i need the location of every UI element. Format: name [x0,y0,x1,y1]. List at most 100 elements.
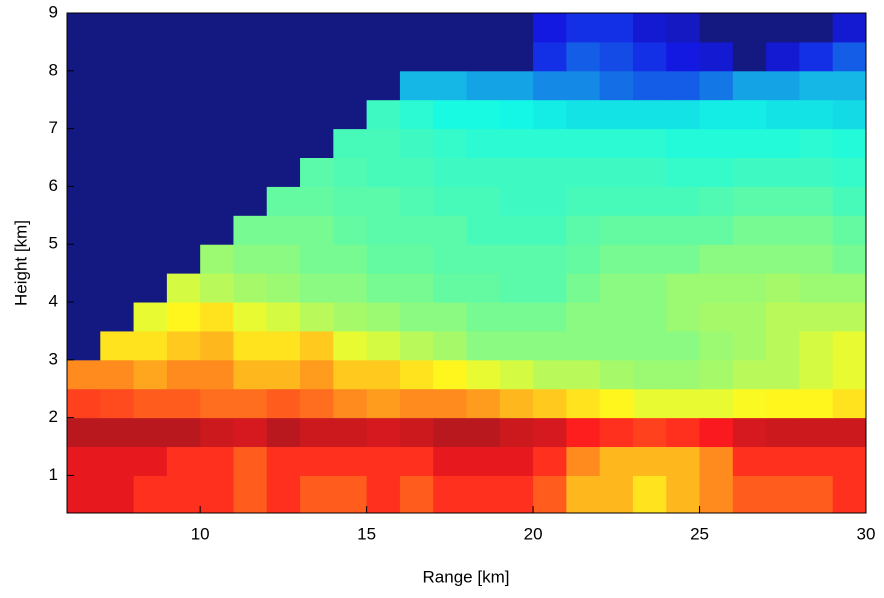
y-axis-label: Height [km] [11,220,30,306]
heatmap-cell [233,244,268,274]
heatmap-cell [566,417,601,448]
heatmap-cell [732,388,767,419]
heatmap-cell [832,186,867,216]
heatmap-cell [233,128,268,159]
heatmap-cell [100,446,135,476]
heatmap-cell [233,99,268,130]
heatmap-cell [799,330,834,361]
heatmap-cell [499,330,534,361]
heatmap-cell [799,475,834,514]
heatmap-cell [632,99,667,130]
heatmap-cell [766,330,800,361]
heatmap-cell [766,128,800,159]
heatmap-cell [499,244,534,274]
heatmap-cell [100,302,135,332]
heatmap-cell [300,70,334,101]
heatmap-cell [67,186,101,216]
heatmap-cell [533,70,567,101]
heatmap-cell [266,417,301,448]
heatmap-cell [366,13,401,43]
heatmap-cell [433,388,467,419]
heatmap-cell [67,41,101,72]
heatmap-cell [566,475,601,514]
heatmap-cell [233,41,268,72]
heatmap-cell [533,359,567,390]
heatmap-cell [766,446,800,476]
heatmap-cell [366,359,401,390]
heatmap-cell [766,475,800,514]
heatmap-cell [100,41,135,72]
heatmap-cell [832,446,867,476]
heatmap-cell [100,70,135,101]
heatmap-cell [67,388,101,419]
heatmap-cell [100,417,135,448]
heatmap-cell [832,13,867,43]
heatmap-cell [466,13,501,43]
heatmap-cell [599,475,634,514]
heatmap-cell [466,388,501,419]
heatmap-cell [666,302,701,332]
heatmap-cell [566,244,601,274]
heatmap-cell [266,128,301,159]
heatmap-cell [300,446,334,476]
heatmap-cell [266,41,301,72]
heatmap-cell [366,70,401,101]
heatmap-cell [566,273,601,303]
heatmap-cell [766,186,800,216]
heatmap-cell [566,446,601,476]
heatmap-cell [499,446,534,476]
heatmap-cell [699,13,734,43]
heatmap-cell [100,128,135,159]
heatmap-cell [67,244,101,274]
heatmap-cell [566,70,601,101]
heatmap-cell [666,99,701,130]
heatmap-cell [200,70,234,101]
heatmap-cell [100,330,135,361]
heatmap-cell [699,41,734,72]
heatmap-cell [266,186,301,216]
heatmap-cell [133,273,168,303]
heatmap-cell [133,128,168,159]
heatmap-cell [266,13,301,43]
heatmap-cell [233,388,268,419]
heatmap-cell [832,273,867,303]
heatmap-cell [832,128,867,159]
heatmap-cell [200,13,234,43]
x-tick-label: 30 [857,524,876,543]
heatmap-cell [499,273,534,303]
heatmap-cell [166,186,201,216]
heatmap-cell [133,41,168,72]
heatmap-cell [799,13,834,43]
heatmap-cell [566,99,601,130]
heatmap-cell [533,417,567,448]
heatmap-cell [666,330,701,361]
heatmap-cell [399,186,434,216]
heatmap-cell [632,13,667,43]
heatmap-cell [300,273,334,303]
heatmap-cell [599,330,634,361]
heatmap-cell [200,244,234,274]
heatmap-cell [732,330,767,361]
heatmap-cell [766,99,800,130]
heatmap-cell [732,70,767,101]
heatmap-cell [333,330,368,361]
heatmap-cell [366,99,401,130]
x-axis-label: Range [km] [423,567,510,586]
heatmap-cell [599,215,634,245]
heatmap-cell [266,475,301,514]
heatmap-cell [632,417,667,448]
heatmap-cell [632,70,667,101]
heatmap-cell [499,13,534,43]
heatmap-cell [499,475,534,514]
heatmap-cell [333,273,368,303]
heatmap-cell [533,388,567,419]
heatmap-cell [333,244,368,274]
x-tick-label: 10 [191,524,210,543]
heatmap-cell [300,475,334,514]
heatmap-cell [832,99,867,130]
heatmap-cell [399,215,434,245]
heatmap-cell [533,446,567,476]
heatmap-cell [599,41,634,72]
heatmap-cell [766,157,800,187]
heatmap-cell [499,302,534,332]
